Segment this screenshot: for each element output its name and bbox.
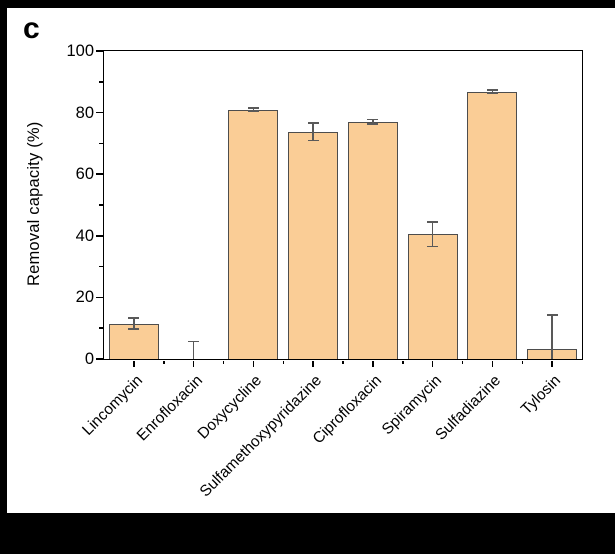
x-major-tick <box>312 360 314 367</box>
screenshot-root: { "panel_label": "c", "colors": { "frame… <box>7 8 615 513</box>
x-minor-tick <box>461 360 464 364</box>
error-cap-top <box>307 122 319 124</box>
y-major-tick <box>95 296 103 299</box>
bar-sulfamethoxypyridazine <box>288 131 339 359</box>
x-minor-tick <box>342 360 344 364</box>
x-major-tick <box>372 360 374 367</box>
y-minor-tick <box>98 204 103 206</box>
panel-label: c <box>23 12 40 45</box>
y-minor-tick <box>98 327 103 329</box>
x-minor-tick <box>163 360 165 364</box>
error-bar-lincomycin <box>133 318 135 330</box>
x-major-tick <box>431 360 434 367</box>
error-cap-bottom <box>427 245 439 248</box>
error-bar-enrofloxacin <box>192 341 195 359</box>
error-bar-tylosin <box>551 314 553 359</box>
error-bar-sulfadiazine <box>491 90 494 94</box>
plot-area: 0 20 40 60 80 100 Lincomycin Enrofloxacin Doxycy… <box>66 42 583 500</box>
y-axis-title: Removal capacity (%) <box>25 121 43 287</box>
error-cap-top <box>247 107 259 109</box>
x-minor-tick <box>222 360 225 364</box>
x-major-tick <box>133 360 135 367</box>
y-tick-label: 60 <box>75 165 94 184</box>
figure-canvas: c Removal capacity (%) 0 20 40 60 80 100 Linco… <box>7 8 615 513</box>
error-cap-bottom <box>128 328 140 330</box>
x-major-tick <box>252 360 255 367</box>
bar-ciprofloxacin <box>347 121 398 359</box>
y-major-tick <box>95 358 103 360</box>
x-minor-tick <box>402 360 404 364</box>
x-minor-tick <box>521 360 523 364</box>
x-major-tick <box>551 360 553 367</box>
x-minor-tick <box>282 360 284 364</box>
error-cap-top <box>486 89 498 91</box>
error-cap-bottom <box>247 110 259 112</box>
error-bar-spiramycin <box>431 222 434 247</box>
error-cap-bottom <box>486 92 498 94</box>
y-major-tick <box>95 50 103 52</box>
y-tick-label: 40 <box>75 226 94 245</box>
error-bar-doxycycline <box>252 107 255 112</box>
y-minor-tick <box>98 142 103 145</box>
y-minor-tick <box>98 265 103 268</box>
error-cap-top <box>188 340 200 343</box>
bar-sulfadiazine <box>467 91 518 359</box>
y-minor-tick <box>98 81 103 83</box>
y-tick-label: 100 <box>66 42 94 60</box>
y-tick-label: 80 <box>75 103 94 122</box>
y-major-tick <box>95 235 103 237</box>
y-tick-label: 20 <box>75 288 94 307</box>
error-cap-top <box>128 317 140 319</box>
x-major-tick <box>192 360 195 367</box>
y-major-tick <box>95 111 103 114</box>
x-major-tick <box>491 360 494 367</box>
bar-doxycycline <box>228 109 279 359</box>
error-cap-bottom <box>367 123 379 125</box>
bar-spiramycin <box>407 234 458 359</box>
y-tick-label: 0 <box>84 350 94 368</box>
error-cap-top <box>546 314 558 316</box>
error-cap-top <box>367 118 379 121</box>
y-major-tick <box>95 173 103 175</box>
error-cap-bottom <box>307 139 319 142</box>
error-bar-sulfamethoxypyridazine <box>312 123 314 141</box>
error-bar-ciprofloxacin <box>372 119 374 124</box>
error-cap-top <box>427 221 439 223</box>
